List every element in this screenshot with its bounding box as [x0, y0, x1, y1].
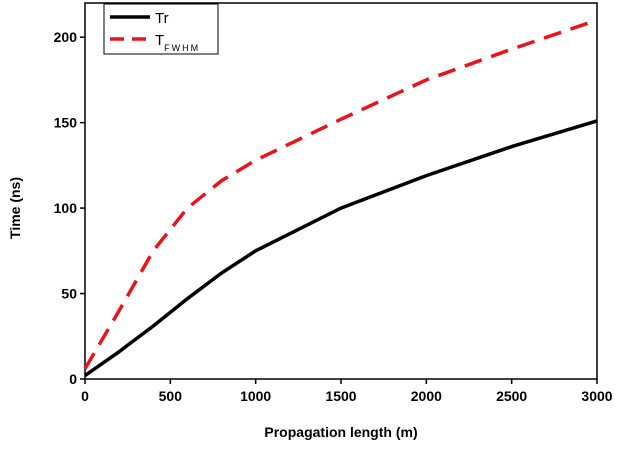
y-tick-label: 0	[69, 371, 77, 387]
y-tick-label: 150	[54, 115, 78, 131]
plot-frame	[84, 2, 598, 380]
legend-subscript: FWHM	[164, 43, 200, 53]
x-tick-label: 500	[159, 388, 183, 404]
x-axis-label: Propagation length (m)	[264, 424, 417, 440]
y-tick-label: 100	[54, 200, 78, 216]
x-tick-label: 1000	[240, 388, 271, 404]
x-tick-label: 1500	[325, 388, 356, 404]
legend-name: Tr	[155, 10, 169, 27]
legend-label: Tr	[155, 10, 169, 27]
series-line	[83, 18, 598, 370]
series-line	[83, 119, 598, 378]
y-tick-label: 50	[61, 286, 77, 302]
x-tick-label: 2500	[496, 388, 527, 404]
y-tick-label: 200	[54, 29, 78, 45]
legend-name: T	[155, 32, 164, 49]
legend-box	[103, 3, 219, 55]
x-tick-label: 2000	[411, 388, 442, 404]
y-axis-label: Time (ns)	[7, 177, 23, 239]
legend-label: TFWHM	[155, 32, 200, 53]
x-tick-label: 0	[81, 388, 89, 404]
x-tick-label: 3000	[581, 388, 612, 404]
